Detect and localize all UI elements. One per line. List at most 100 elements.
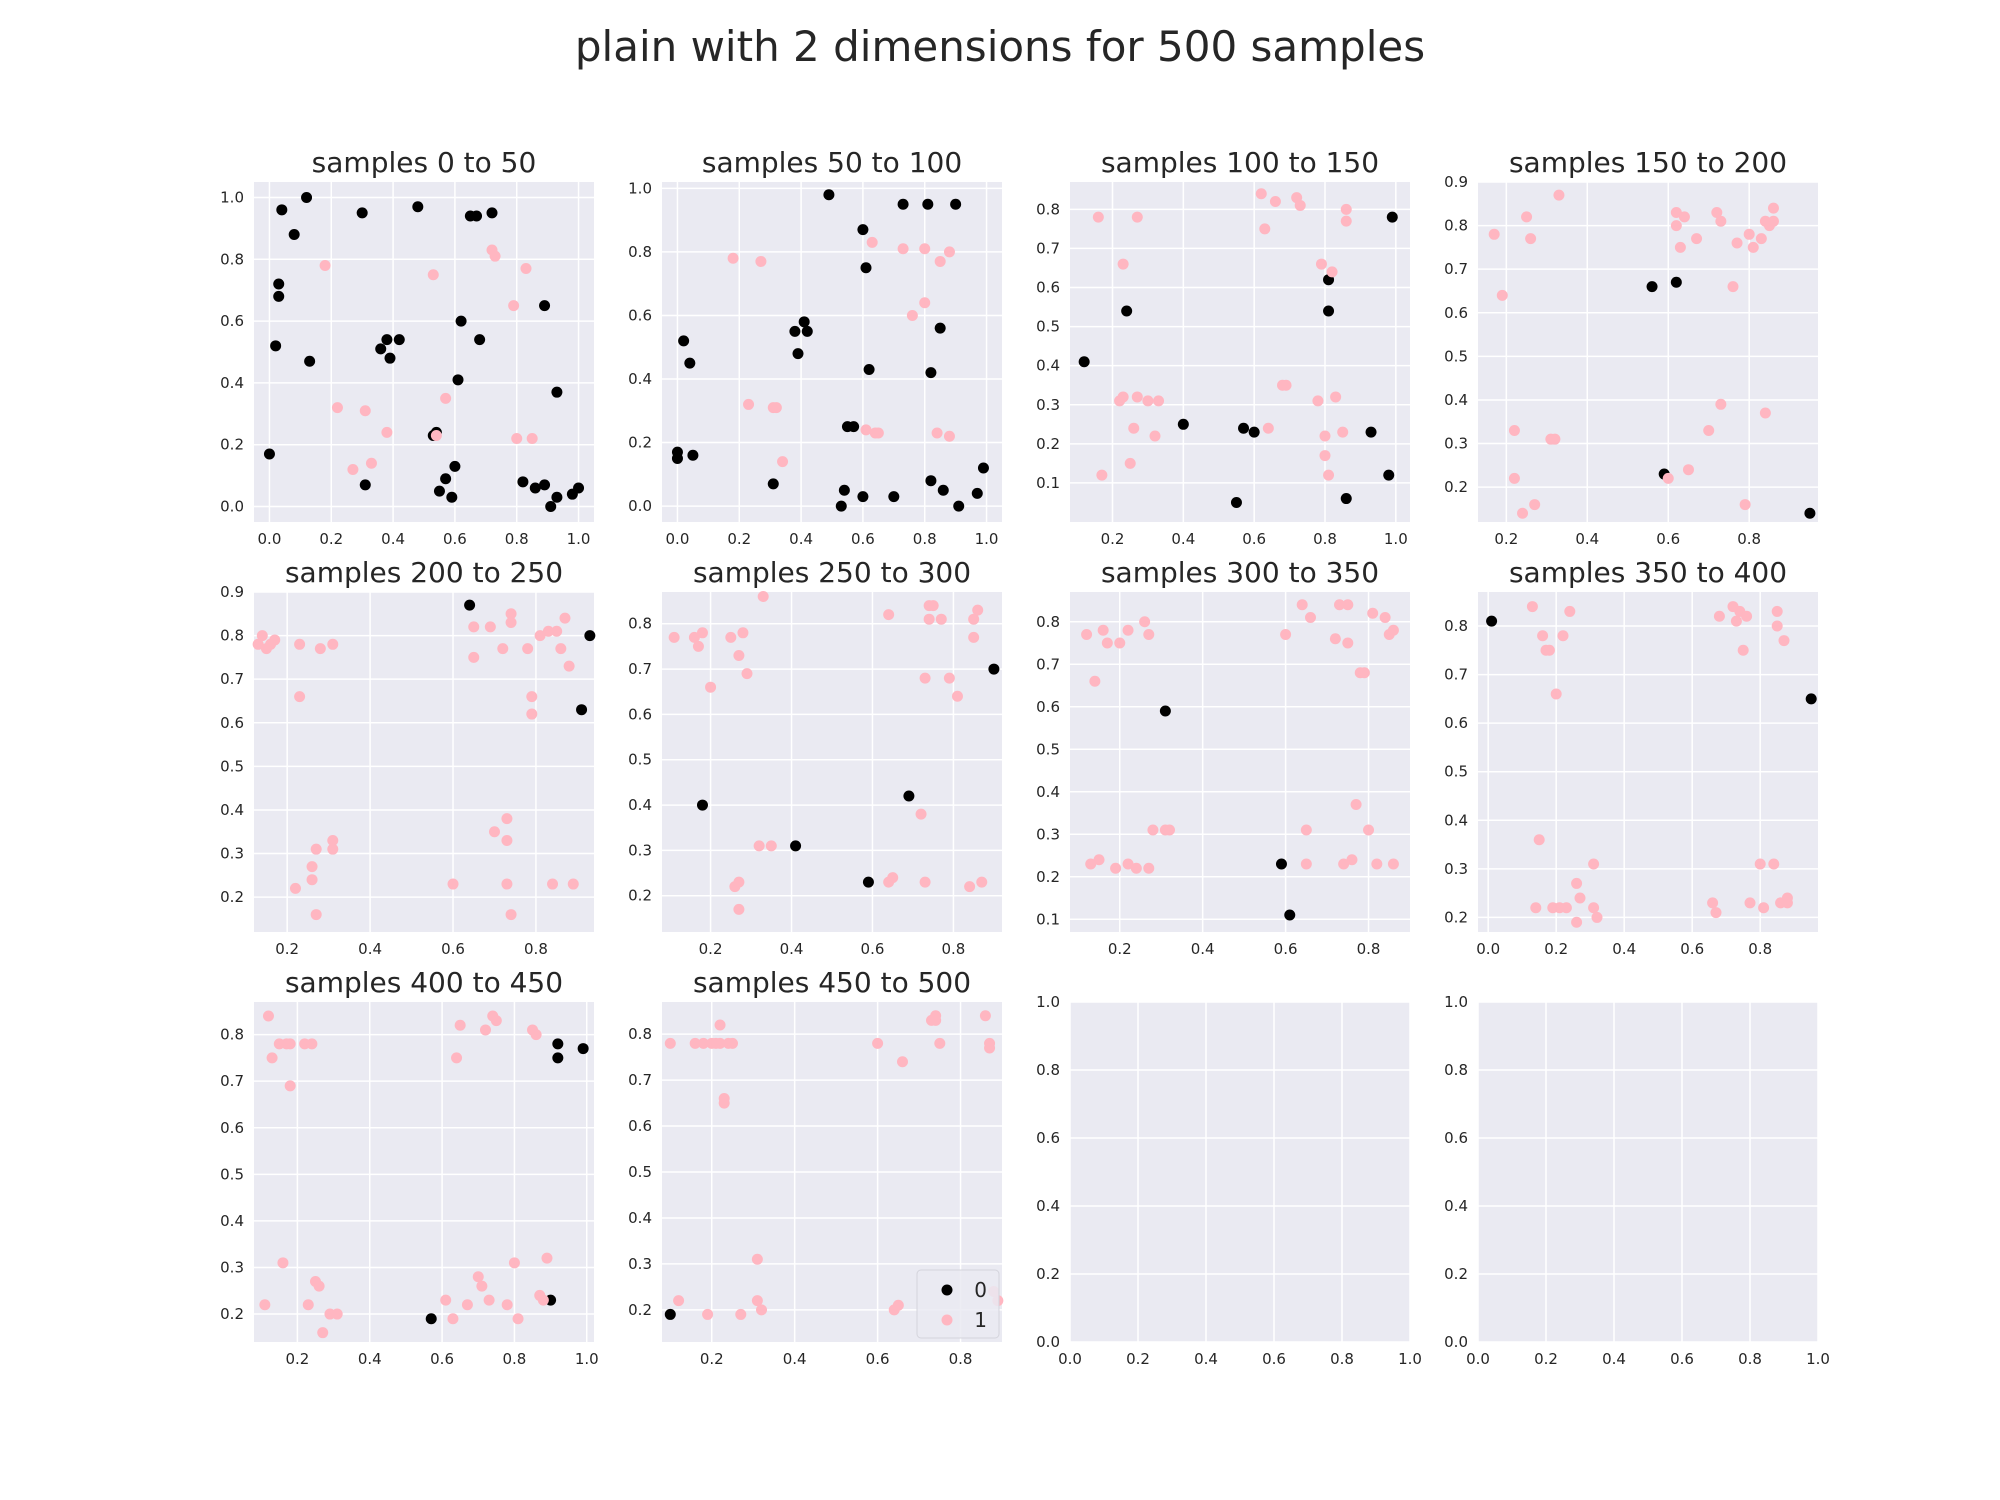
- scatter-point: [1280, 379, 1292, 391]
- scatter-point: [537, 1294, 549, 1306]
- scatter-point: [935, 613, 947, 625]
- scatter-point: [848, 421, 860, 433]
- scatter-point: [678, 335, 690, 347]
- subplot: 0.2 0.4 0.6 0.8 1.0 0.2 0.3 0.4 0.5 0.6 0.7 0.8 samp…: [220, 966, 599, 1368]
- scatter-point: [1386, 211, 1398, 223]
- scatter-point: [1143, 629, 1155, 640]
- scatter-point: [577, 1043, 589, 1055]
- scatter-point: [1710, 907, 1722, 919]
- y-tick-label: 0.1: [1036, 910, 1060, 928]
- scatter-point: [1711, 207, 1723, 219]
- scatter-point: [1340, 215, 1352, 227]
- y-tick-label: 0.3: [220, 845, 244, 863]
- scatter-point: [505, 617, 517, 629]
- x-tick-label: 0.4: [1194, 1350, 1218, 1368]
- scatter-point: [1089, 675, 1101, 687]
- scatter-point: [1759, 407, 1771, 419]
- scatter-point: [897, 198, 909, 210]
- scatter-point: [284, 1038, 296, 1050]
- scatter-point: [934, 1037, 946, 1049]
- scatter-point: [765, 840, 777, 852]
- y-tick-label: 0.8: [628, 243, 652, 261]
- x-tick-label: 0.0: [1058, 1350, 1082, 1368]
- x-tick-label: 0.8: [502, 1350, 526, 1368]
- scatter-point: [1092, 211, 1104, 223]
- scatter-point: [1525, 233, 1537, 245]
- scatter-point: [273, 278, 285, 290]
- scatter-point: [433, 485, 445, 497]
- subplot-title: samples 150 to 200: [1509, 146, 1787, 179]
- scatter-point: [252, 638, 264, 650]
- subplot-title: samples 350 to 400: [1509, 556, 1787, 589]
- y-tick-label: 0.3: [1036, 825, 1060, 843]
- scatter-point: [1758, 902, 1770, 914]
- x-tick-label: 0.6: [443, 530, 467, 548]
- scatter-point: [1553, 189, 1565, 201]
- scatter-point: [412, 201, 424, 213]
- scatter-point: [971, 487, 983, 499]
- y-tick-label: 0.4: [220, 374, 244, 392]
- y-tick-label: 0.5: [628, 1163, 652, 1181]
- x-tick-label: 0.8: [1330, 1350, 1354, 1368]
- y-tick-label: 0.0: [1444, 1333, 1468, 1351]
- scatter-point: [501, 813, 513, 825]
- subplot-title: samples 400 to 450: [285, 966, 563, 999]
- scatter-point: [968, 631, 980, 643]
- subplot: 0.2 0.4 0.6 0.8 0.2 0.3 0.4 0.5 0.6 0.7 0.8 0.9 samp…: [1444, 146, 1818, 548]
- scatter-point: [551, 625, 563, 637]
- scatter-point: [446, 491, 458, 503]
- scatter-point: [517, 476, 529, 488]
- y-tick-label: 0.3: [1444, 435, 1468, 453]
- scatter-point: [1739, 499, 1751, 511]
- scatter-point: [1315, 258, 1327, 270]
- y-tick-label: 0.6: [220, 1119, 244, 1137]
- scatter-point: [1338, 858, 1350, 870]
- subplot-title: samples 50 to 100: [702, 146, 962, 179]
- scatter-point: [1703, 424, 1715, 436]
- scatter-point: [567, 878, 579, 890]
- scatter-point: [273, 290, 285, 302]
- subplot-title: samples 100 to 150: [1101, 146, 1379, 179]
- scatter-point: [1747, 241, 1759, 253]
- x-tick-label: 1.0: [567, 530, 591, 548]
- y-tick-label: 0.8: [1036, 613, 1060, 631]
- scatter-point: [1275, 858, 1287, 870]
- scatter-point: [1387, 624, 1399, 636]
- x-tick-label: 0.2: [319, 530, 343, 548]
- y-tick-label: 0.6: [628, 705, 652, 723]
- scatter-point: [770, 402, 782, 414]
- x-tick-label: 0.0: [666, 530, 690, 548]
- scatter-point: [1096, 469, 1108, 481]
- scatter-point: [541, 1252, 553, 1264]
- scatter-point: [1367, 607, 1379, 619]
- y-tick-label: 0.8: [1444, 617, 1468, 635]
- scatter-point: [310, 909, 322, 921]
- scatter-point: [1741, 610, 1753, 622]
- legend-marker: [941, 1314, 953, 1326]
- x-tick-label: 0.2: [727, 530, 751, 548]
- y-tick-label: 0.8: [628, 615, 652, 633]
- scatter-point: [1177, 418, 1189, 430]
- scatter-point: [563, 660, 575, 672]
- x-tick-label: 0.6: [441, 940, 465, 958]
- y-tick-label: 0.8: [1444, 1061, 1468, 1079]
- scatter-point: [1337, 426, 1349, 438]
- scatter-point: [1093, 854, 1105, 866]
- x-tick-label: 0.2: [1101, 530, 1125, 548]
- scatter-point: [284, 1080, 296, 1092]
- scatter-point: [393, 334, 405, 346]
- axes-background: [254, 592, 594, 932]
- x-tick-label: 0.2: [1544, 940, 1568, 958]
- scatter-point: [559, 612, 571, 624]
- scatter-point: [584, 630, 596, 642]
- y-tick-label: 0.2: [628, 887, 652, 905]
- scatter-point: [1682, 464, 1694, 476]
- x-tick-label: 0.8: [941, 940, 965, 958]
- scatter-point: [1117, 258, 1129, 270]
- scatter-point: [968, 613, 980, 625]
- subplot: 0.2 0.4 0.6 0.8 0.1 0.2 0.3 0.4 0.5 0.6 0.7 0.8 samp…: [1036, 556, 1410, 958]
- scatter-point: [1771, 605, 1783, 617]
- y-tick-label: 0.2: [1036, 868, 1060, 886]
- y-tick-label: 0.8: [220, 627, 244, 645]
